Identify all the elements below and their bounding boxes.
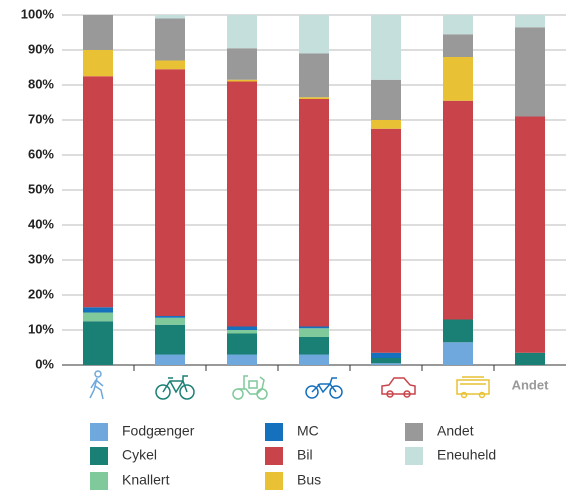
legend-swatch bbox=[265, 447, 283, 465]
bar-segment bbox=[371, 358, 401, 364]
bar-segment bbox=[155, 324, 185, 355]
icon-car bbox=[381, 377, 416, 398]
y-tick-label: 20% bbox=[28, 286, 54, 301]
bar-segment bbox=[443, 342, 473, 365]
y-tick-label: 60% bbox=[28, 146, 54, 161]
legend-swatch bbox=[90, 472, 108, 490]
y-tick-label: 80% bbox=[28, 76, 54, 91]
bar-segment bbox=[83, 50, 113, 77]
legend-label: Fodgænger bbox=[122, 423, 195, 439]
bar-segment bbox=[515, 116, 545, 353]
bar-segment bbox=[299, 53, 329, 98]
bar-segment bbox=[299, 337, 329, 355]
icon-bus bbox=[456, 376, 490, 399]
bar-segment bbox=[299, 15, 329, 54]
bar-segment bbox=[83, 321, 113, 365]
legend-swatch bbox=[405, 423, 423, 441]
bar-segment bbox=[299, 326, 329, 329]
bar-segment bbox=[227, 81, 257, 327]
bar-segment bbox=[83, 312, 113, 322]
bar-segment bbox=[227, 333, 257, 355]
y-tick-label: 30% bbox=[28, 251, 54, 266]
bar-segment bbox=[443, 34, 473, 57]
bar-segment bbox=[371, 128, 401, 353]
legend-swatch bbox=[265, 423, 283, 441]
x-tick-label: Andet bbox=[512, 377, 550, 392]
bar-segment bbox=[155, 60, 185, 70]
bar-segment bbox=[155, 316, 185, 318]
y-tick-label: 0% bbox=[35, 356, 54, 371]
bar-segment bbox=[371, 79, 401, 120]
legend-label: Bil bbox=[297, 447, 313, 463]
icon-pedestrian bbox=[89, 370, 104, 400]
bar-segment bbox=[155, 354, 185, 365]
category-icons bbox=[89, 370, 490, 400]
bar-segment bbox=[83, 15, 113, 50]
bar-segment bbox=[299, 328, 329, 337]
bar-segment bbox=[299, 354, 329, 365]
icon-moped bbox=[232, 375, 268, 400]
bar-segment bbox=[227, 48, 257, 80]
bar-segment bbox=[227, 330, 257, 334]
y-tick-label: 40% bbox=[28, 216, 54, 231]
bar-segment bbox=[83, 307, 113, 313]
bar-segment bbox=[155, 69, 185, 316]
bar-segment bbox=[371, 363, 401, 365]
bar-segment bbox=[83, 76, 113, 308]
legend-label: Knallert bbox=[122, 472, 170, 488]
bar-segment bbox=[515, 352, 545, 365]
bar-segment bbox=[371, 120, 401, 129]
bar-segment bbox=[443, 100, 473, 320]
y-tick-label: 100% bbox=[21, 6, 55, 21]
bar-segment bbox=[299, 97, 329, 99]
bar-segment bbox=[227, 354, 257, 365]
legend-label: Eneuheld bbox=[437, 447, 496, 463]
y-tick-label: 90% bbox=[28, 41, 54, 56]
bar-segment bbox=[227, 326, 257, 330]
legend-label: Cykel bbox=[122, 447, 157, 463]
bar-segment bbox=[299, 99, 329, 327]
legend-label: MC bbox=[297, 423, 319, 439]
legend-label: Bus bbox=[297, 472, 321, 488]
legend-swatch bbox=[405, 447, 423, 465]
bar-segment bbox=[227, 79, 257, 82]
icon-bicycle bbox=[155, 375, 195, 400]
bar-segment bbox=[515, 15, 545, 28]
y-tick-label: 70% bbox=[28, 111, 54, 126]
legend-swatch bbox=[90, 423, 108, 441]
legend-label: Andet bbox=[437, 423, 474, 439]
bar-segment bbox=[515, 27, 545, 117]
bar-segment bbox=[155, 18, 185, 61]
bar-segment bbox=[443, 57, 473, 101]
bar-segment bbox=[155, 317, 185, 325]
bar-segment bbox=[371, 15, 401, 80]
bar-segment bbox=[443, 15, 473, 35]
y-tick-label: 50% bbox=[28, 181, 54, 196]
y-tick-label: 10% bbox=[28, 321, 54, 336]
bar-segment bbox=[155, 15, 185, 19]
bar-segment bbox=[227, 15, 257, 49]
legend-swatch bbox=[90, 447, 108, 465]
legend-swatch bbox=[265, 472, 283, 490]
icon-motorcycle bbox=[305, 377, 343, 399]
bar-segment bbox=[371, 352, 401, 358]
bar-segment bbox=[443, 319, 473, 343]
